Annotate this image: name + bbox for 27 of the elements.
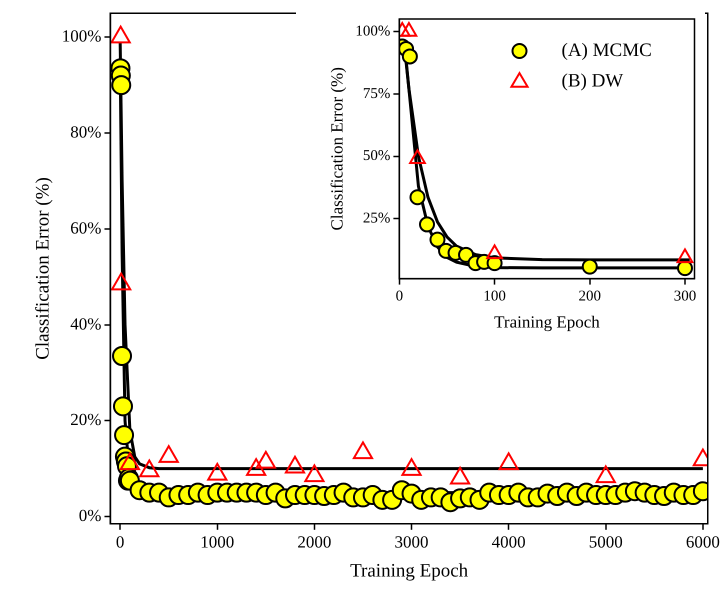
y-tick-label: 60% [70,218,102,238]
legend-label: (B) DW [562,70,624,92]
y-tick-label: 0% [78,506,102,526]
y-axis-title: Classification Error (%) [328,67,347,230]
y-tick-label: 75% [362,86,390,102]
y-tick-label: 25% [362,210,390,227]
x-tick-label: 0 [396,288,404,305]
y-tick-label: 100% [62,26,102,46]
y-tick-label: 20% [70,410,102,430]
x-tick-label: 2000 [297,532,332,552]
x-tick-label: 6000 [686,532,720,552]
x-axis-title: Training Epoch [350,560,469,582]
x-tick-label: 100 [483,288,506,305]
y-tick-label: 40% [70,314,102,334]
legend-label: (A) MCMC [562,40,652,61]
x-tick-label: 5000 [588,532,623,552]
x-tick-label: 4000 [492,532,526,552]
x-axis-title: Training Epoch [494,312,600,332]
x-tick-label: 200 [578,288,602,305]
x-tick-label: 3000 [394,532,429,552]
x-tick-label: 0 [116,532,124,552]
x-tick-label: 1000 [200,532,234,552]
y-axis-title: Classification Error (%) [32,177,54,360]
y-tick-label: 50% [362,148,390,164]
y-tick-label: 80% [70,122,102,142]
y-tick-label: 100% [355,23,390,40]
x-tick-label: 300 [674,288,696,305]
